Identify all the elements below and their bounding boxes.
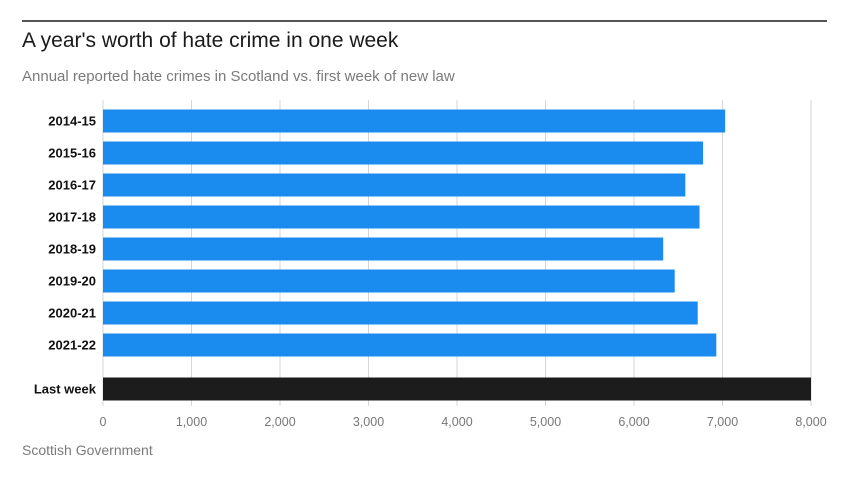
bars	[103, 109, 811, 401]
category-label: 2015-16	[48, 146, 96, 161]
bar-last-week	[103, 377, 811, 401]
category-label: 2017-18	[48, 210, 96, 225]
category-label: 2019-20	[48, 274, 96, 289]
category-label: Last week	[34, 382, 97, 397]
x-tick-label: 5,000	[530, 415, 561, 429]
x-tick-label: 2,000	[264, 415, 295, 429]
x-tick-label: 4,000	[441, 415, 472, 429]
x-tick-label: 1,000	[176, 415, 207, 429]
x-tick-label: 3,000	[353, 415, 384, 429]
bar-2017-18	[103, 205, 700, 229]
bar-2016-17	[103, 173, 686, 197]
category-label: 2021-22	[48, 338, 96, 353]
bar-2015-16	[103, 141, 704, 165]
x-axis-tick-labels: 0 1,000 2,000 3,000 4,000 5,000 6,000 7,000 8,00…	[100, 415, 827, 429]
category-labels: 2014-15 2015-16 2016-17 2017-18 2018-19 2019-…	[34, 114, 97, 397]
category-label: 2018-19	[48, 242, 96, 257]
x-tick-label: 0	[100, 415, 107, 429]
chart-title: A year's worth of hate crime in one week	[22, 29, 399, 52]
chart-subtitle: Annual reported hate crimes in Scotland …	[22, 68, 455, 85]
x-tick-label: 8,000	[795, 415, 826, 429]
bar-2019-20	[103, 269, 675, 293]
bar-2014-15	[103, 109, 726, 133]
category-label: 2014-15	[48, 114, 96, 129]
x-tick-label: 6,000	[618, 415, 649, 429]
bar-2021-22	[103, 333, 717, 357]
category-label: 2020-21	[48, 306, 96, 321]
source-note: Scottish Government	[22, 442, 153, 458]
top-rule	[22, 20, 827, 22]
bar-2020-21	[103, 301, 698, 325]
bar-2018-19	[103, 237, 664, 261]
x-tick-label: 7,000	[707, 415, 738, 429]
category-label: 2016-17	[48, 178, 96, 193]
